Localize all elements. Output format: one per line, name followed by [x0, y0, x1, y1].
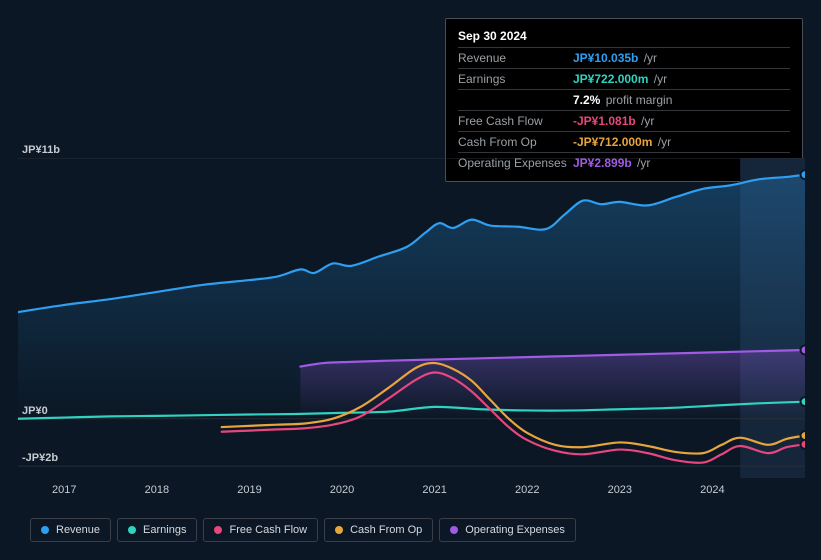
tooltip-date: Sep 30 2024	[458, 27, 790, 47]
tooltip-row-value: -JP¥1.081b /yr	[573, 114, 654, 128]
x-tick-label: 2019	[237, 484, 261, 496]
tooltip-row-label: Revenue	[458, 51, 573, 65]
tooltip-row-label: Free Cash Flow	[458, 114, 573, 128]
x-tick-label: 2022	[515, 484, 539, 496]
legend-dot-icon	[450, 526, 458, 534]
legend-item[interactable]: Earnings	[117, 518, 197, 542]
tooltip-row-value: -JP¥712.000m /yr	[573, 135, 671, 149]
legend-item[interactable]: Free Cash Flow	[203, 518, 318, 542]
legend: Revenue Earnings Free Cash Flow Cash From O…	[30, 518, 576, 542]
tooltip-row: 7.2% profit margin	[458, 89, 790, 110]
tooltip-row-label: Cash From Op	[458, 135, 573, 149]
tooltip-rows: RevenueJP¥10.035b /yrEarningsJP¥722.000m…	[458, 47, 790, 173]
y-tick-label: JP¥11b	[22, 144, 60, 156]
x-tick-label: 2024	[700, 484, 724, 496]
legend-dot-icon	[214, 526, 222, 534]
tooltip-row: Free Cash Flow-JP¥1.081b /yr	[458, 110, 790, 131]
legend-label: Free Cash Flow	[229, 524, 307, 536]
chart-area[interactable]: JP¥11bJP¥0-JP¥2b 20172018201920202021202…	[18, 158, 805, 478]
chart-svg	[18, 158, 805, 478]
tooltip-row-value: JP¥10.035b /yr	[573, 51, 657, 65]
tooltip-row-label: Earnings	[458, 72, 573, 86]
tooltip-row-value: JP¥722.000m /yr	[573, 72, 667, 86]
x-tick-label: 2018	[145, 484, 169, 496]
legend-label: Cash From Op	[350, 524, 422, 536]
tooltip-row-label	[458, 93, 573, 107]
y-tick-label: -JP¥2b	[22, 452, 58, 464]
legend-dot-icon	[41, 526, 49, 534]
x-tick-label: 2021	[422, 484, 446, 496]
x-tick-label: 2017	[52, 484, 76, 496]
tooltip-row-value: 7.2% profit margin	[573, 93, 672, 107]
x-tick-label: 2020	[330, 484, 354, 496]
tooltip-row: EarningsJP¥722.000m /yr	[458, 68, 790, 89]
tooltip-row: RevenueJP¥10.035b /yr	[458, 47, 790, 68]
x-tick-label: 2023	[608, 484, 632, 496]
legend-label: Revenue	[56, 524, 100, 536]
legend-label: Earnings	[143, 524, 186, 536]
legend-dot-icon	[335, 526, 343, 534]
legend-label: Operating Expenses	[465, 524, 565, 536]
y-tick-label: JP¥0	[22, 405, 48, 417]
tooltip-row: Cash From Op-JP¥712.000m /yr	[458, 131, 790, 152]
legend-item[interactable]: Revenue	[30, 518, 111, 542]
legend-item[interactable]: Cash From Op	[324, 518, 433, 542]
root: Sep 30 2024 RevenueJP¥10.035b /yrEarning…	[0, 0, 821, 560]
legend-dot-icon	[128, 526, 136, 534]
legend-item[interactable]: Operating Expenses	[439, 518, 576, 542]
